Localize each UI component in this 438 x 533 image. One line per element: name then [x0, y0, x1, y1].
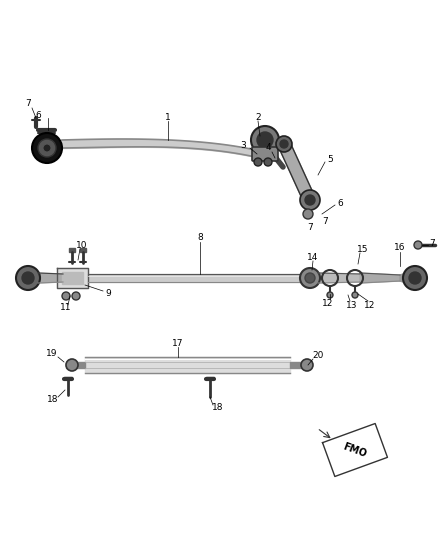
Text: 17: 17 — [172, 338, 184, 348]
Circle shape — [251, 126, 279, 154]
Circle shape — [301, 359, 313, 371]
Polygon shape — [85, 357, 290, 373]
Circle shape — [43, 144, 51, 152]
Text: 12: 12 — [364, 301, 376, 310]
Text: 7: 7 — [307, 223, 313, 232]
Polygon shape — [400, 274, 403, 282]
Circle shape — [16, 266, 40, 290]
Circle shape — [403, 266, 427, 290]
Circle shape — [409, 272, 421, 284]
Polygon shape — [57, 268, 88, 288]
Text: 16: 16 — [394, 244, 406, 253]
Circle shape — [257, 132, 273, 148]
Text: 3: 3 — [240, 141, 246, 149]
Circle shape — [414, 241, 422, 249]
Circle shape — [305, 195, 315, 205]
Polygon shape — [62, 272, 83, 284]
Circle shape — [305, 273, 315, 283]
Text: FMO: FMO — [342, 441, 368, 459]
Text: 6: 6 — [337, 198, 343, 207]
Text: 10: 10 — [76, 240, 88, 249]
Circle shape — [300, 268, 320, 288]
Polygon shape — [66, 362, 85, 368]
Polygon shape — [88, 274, 310, 282]
Text: 19: 19 — [46, 349, 58, 358]
Circle shape — [276, 136, 292, 152]
Text: 4: 4 — [265, 143, 271, 152]
Circle shape — [254, 158, 262, 166]
Text: 12: 12 — [322, 298, 334, 308]
Text: 18: 18 — [47, 395, 59, 405]
Text: 7: 7 — [25, 99, 31, 108]
Circle shape — [352, 292, 358, 298]
Text: 6: 6 — [35, 110, 41, 119]
Text: 11: 11 — [60, 303, 72, 312]
Text: 5: 5 — [327, 156, 333, 165]
Text: 20: 20 — [312, 351, 324, 360]
Text: 13: 13 — [346, 301, 358, 310]
Text: 14: 14 — [307, 254, 319, 262]
Polygon shape — [279, 140, 315, 205]
Text: 2: 2 — [255, 114, 261, 123]
FancyBboxPatch shape — [252, 147, 278, 161]
Circle shape — [66, 359, 78, 371]
Circle shape — [327, 292, 333, 298]
Polygon shape — [38, 273, 63, 283]
Text: 15: 15 — [357, 246, 369, 254]
Polygon shape — [318, 273, 360, 283]
Circle shape — [62, 292, 70, 300]
Circle shape — [303, 209, 313, 219]
Text: 1: 1 — [165, 114, 171, 123]
Text: 7: 7 — [322, 217, 328, 227]
Polygon shape — [69, 248, 75, 252]
Circle shape — [300, 190, 320, 210]
Text: 7: 7 — [429, 238, 435, 247]
Circle shape — [264, 158, 272, 166]
Circle shape — [38, 139, 56, 157]
Polygon shape — [80, 248, 86, 252]
Circle shape — [280, 140, 288, 148]
Text: 8: 8 — [197, 233, 203, 243]
Circle shape — [32, 133, 62, 163]
Circle shape — [22, 272, 34, 284]
Text: 18: 18 — [212, 403, 224, 413]
Polygon shape — [290, 362, 307, 368]
Circle shape — [72, 292, 80, 300]
Text: 9: 9 — [105, 288, 111, 297]
Polygon shape — [360, 273, 400, 283]
